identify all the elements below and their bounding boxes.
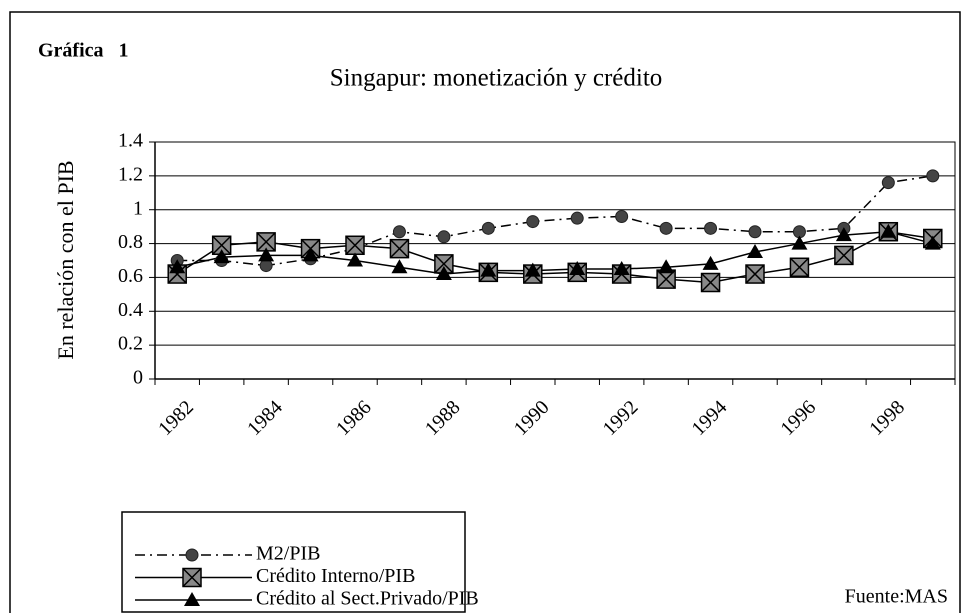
y-tick-label: 0 — [133, 367, 143, 389]
series-line — [177, 175, 933, 267]
marker-xsquare — [345, 235, 365, 256]
marker-circle — [392, 225, 406, 239]
y-tick-label: 1.4 — [118, 130, 143, 152]
marker-triangle — [613, 260, 630, 275]
marker-part — [834, 245, 854, 265]
marker-circle — [570, 211, 584, 225]
marker-part — [745, 264, 765, 284]
marker-triangle — [480, 262, 497, 277]
marker-circle — [926, 169, 940, 183]
marker-part — [789, 257, 809, 277]
marker-circle — [659, 221, 673, 235]
marker-triangle — [702, 255, 719, 270]
y-tick-label: 1.2 — [118, 163, 143, 185]
marker-part — [256, 232, 276, 252]
marker-part — [345, 235, 365, 255]
legend-label: Crédito al Sect.Privado/PIB — [256, 588, 479, 610]
marker-xsquare — [389, 238, 410, 259]
marker-xsquare — [256, 232, 276, 252]
marker-triangle — [880, 223, 897, 238]
marker-triangle — [524, 262, 541, 277]
marker-circle — [481, 221, 495, 235]
marker-triangle — [924, 235, 941, 250]
marker-xsquare — [700, 272, 721, 293]
marker-circle — [704, 221, 718, 235]
marker-triangle — [747, 244, 763, 259]
marker-triangle — [835, 227, 852, 242]
marker-triangle — [213, 249, 230, 264]
marker-xsquare — [434, 254, 454, 274]
legend-label: Crédito Interno/PIB — [256, 565, 415, 587]
marker-part — [389, 239, 409, 259]
marker-triangle — [258, 247, 275, 262]
legend-box — [121, 511, 466, 613]
marker-part — [182, 567, 202, 588]
y-axis-label: En relación con el PIB — [53, 160, 78, 359]
marker-triangle — [569, 260, 586, 275]
marker-triangle — [791, 235, 808, 250]
marker-triangle — [658, 259, 675, 274]
y-tick-label: 0.2 — [118, 333, 143, 355]
marker-triangle — [347, 252, 363, 267]
marker-part — [434, 254, 454, 274]
marker-xsquare — [182, 567, 202, 588]
marker-triangle — [302, 247, 319, 262]
y-tick-label: 0.8 — [118, 231, 143, 253]
marker-part — [212, 235, 232, 255]
marker-part — [167, 264, 187, 284]
marker-triangle — [435, 266, 452, 281]
marker-circle — [185, 548, 199, 562]
marker-triangle — [169, 259, 186, 274]
marker-circle — [615, 209, 629, 223]
marker-xsquare — [834, 245, 854, 266]
chart-title: Singapur: monetización y crédito — [330, 65, 663, 92]
marker-circle — [437, 230, 451, 244]
marker-circle — [881, 176, 895, 190]
marker-circle — [748, 225, 762, 239]
marker-xsquare — [789, 257, 810, 278]
legend-label: M2/PIB — [256, 543, 320, 565]
source-note: Fuente:MAS — [845, 586, 948, 608]
y-tick-label: 0.4 — [118, 299, 143, 321]
marker-triangle — [391, 259, 408, 274]
marker-part — [701, 272, 721, 293]
marker-xsquare — [745, 264, 765, 284]
figure-label: Gráfica 1 — [38, 40, 129, 62]
marker-circle — [526, 215, 540, 229]
y-tick-label: 0.6 — [118, 265, 143, 287]
marker-triangle — [184, 592, 200, 606]
y-tick-label: 1 — [133, 197, 143, 219]
